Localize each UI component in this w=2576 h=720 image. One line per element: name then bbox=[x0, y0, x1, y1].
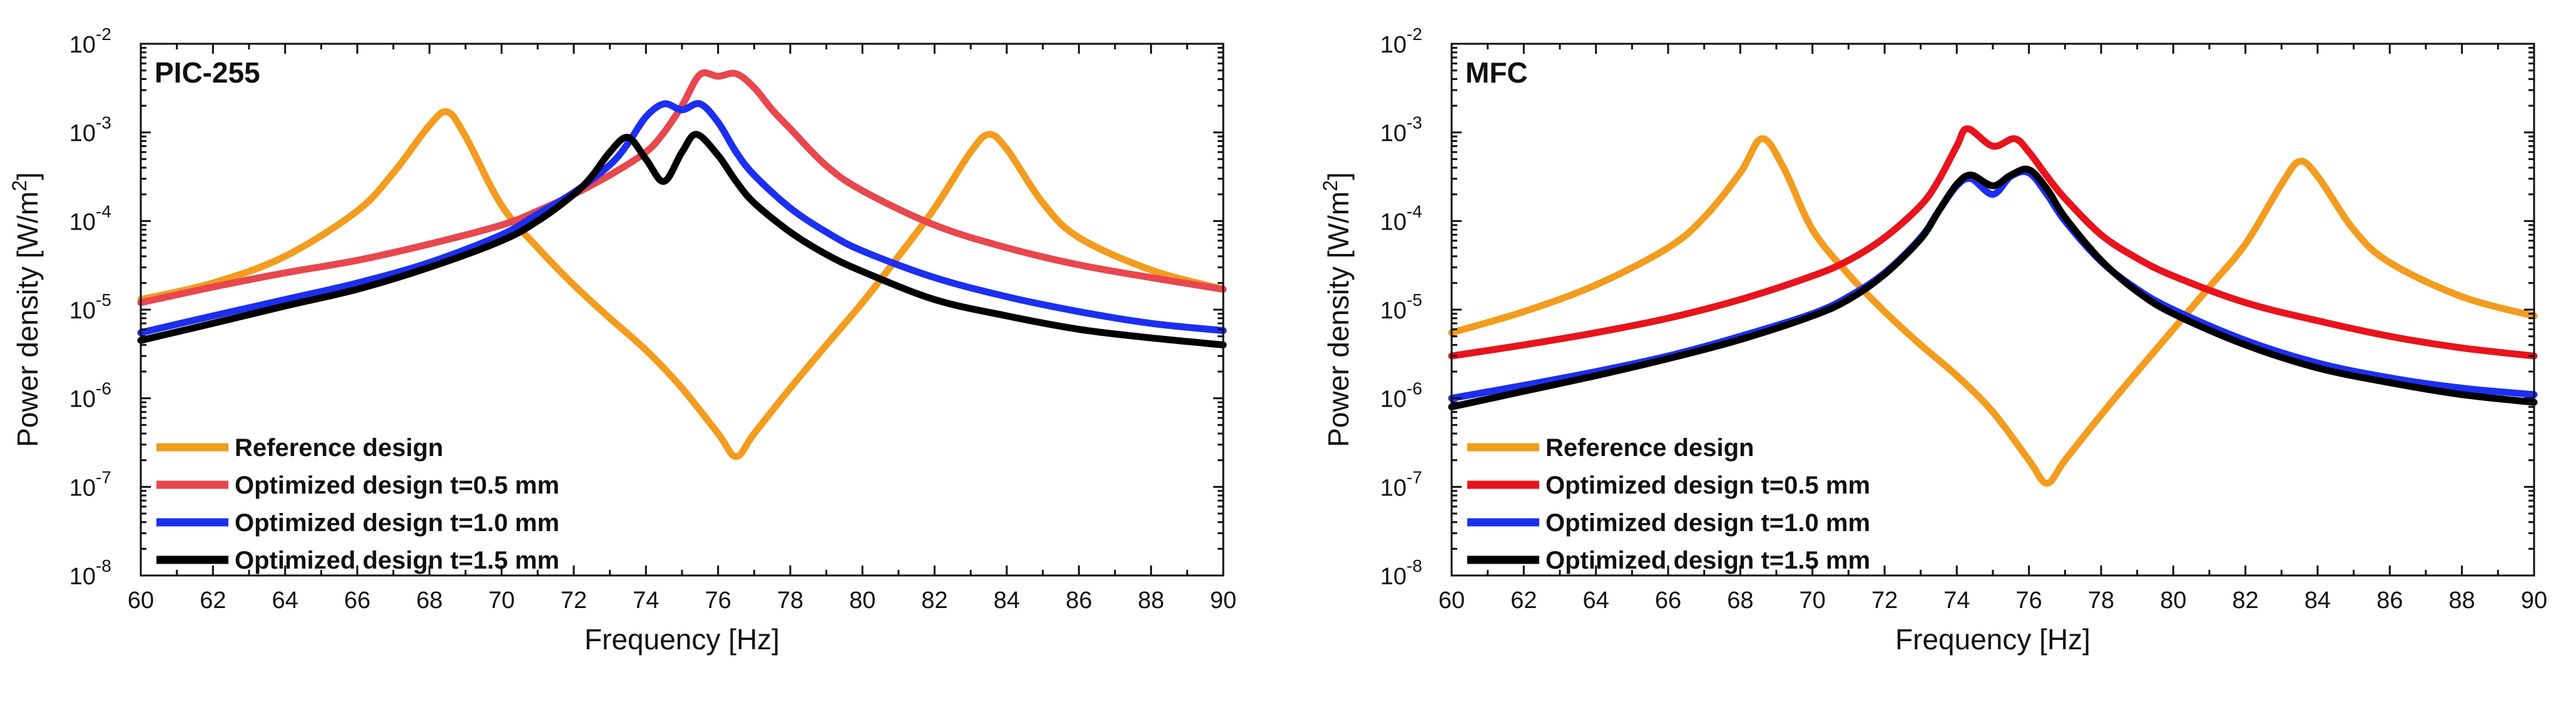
mfc-x-tick-label: 62 bbox=[1510, 587, 1537, 614]
mfc-x-tick-label: 70 bbox=[1800, 587, 1826, 614]
pic255-series-2-line bbox=[137, 100, 1227, 337]
mfc-legend: Reference design Optimized design t=0.5 m… bbox=[1467, 434, 1870, 574]
mfc-x-tick-label: 76 bbox=[2016, 587, 2042, 614]
pic255-x-tick-label: 68 bbox=[416, 587, 442, 614]
mfc-y-tick-label: 10 bbox=[1380, 121, 1407, 147]
mfc-y-axis-label: Power density [W/m2] bbox=[1319, 172, 1355, 447]
mfc-x-tick-label: 88 bbox=[2449, 587, 2475, 614]
pic255-x-tick-label: 80 bbox=[849, 587, 875, 614]
pic255-x-tick-label: 84 bbox=[994, 587, 1020, 614]
mfc-y-tick-label: 10 bbox=[1380, 475, 1407, 501]
mfc-y-tick-label: 10 bbox=[1380, 564, 1407, 590]
pic255-x-tick-label: 72 bbox=[561, 587, 587, 614]
mfc-x-tick-label: 78 bbox=[2088, 587, 2114, 614]
mfc-legend-label-0: Reference design bbox=[1545, 434, 1754, 462]
mfc-x-tick-label: 82 bbox=[2232, 587, 2259, 614]
mfc-legend-label-2: Optimized design t=1.0 mm bbox=[1545, 509, 1870, 537]
mfc-x-tick-label: 68 bbox=[1727, 587, 1753, 614]
pic255-y-tick-exponent: -8 bbox=[96, 556, 111, 575]
mfc-panel: 60 62 64 66 68 70 72 74 76 78 80 82 84 86 88 9010-810-7… bbox=[1319, 24, 2547, 656]
pic255-y-tick-label: 10 bbox=[69, 298, 96, 324]
mfc-y-tick-label: 10 bbox=[1380, 387, 1407, 413]
pic255-series-1-line bbox=[137, 69, 1227, 307]
mfc-x-axis-label: Frequency [Hz] bbox=[1895, 623, 2090, 656]
pic255-y-tick-exponent: -7 bbox=[96, 467, 111, 487]
mfc-y-tick-exponent: -4 bbox=[1407, 201, 1422, 221]
pic255-x-tick-label: 64 bbox=[272, 587, 298, 614]
mfc-y-tick-exponent: -8 bbox=[1407, 556, 1422, 575]
pic255-y-tick-exponent: -4 bbox=[96, 201, 111, 221]
mfc-panel-title: MFC bbox=[1465, 56, 1528, 89]
pic255-x-tick-label: 78 bbox=[777, 587, 803, 614]
mfc-y-tick-exponent: -7 bbox=[1407, 467, 1422, 487]
mfc-y-tick-label: 10 bbox=[1380, 32, 1407, 58]
pic255-legend-label-3: Optimized design t=1.5 mm bbox=[235, 547, 559, 574]
pic255-y-tick-label: 10 bbox=[69, 121, 96, 147]
pic255-x-axis-label: Frequency [Hz] bbox=[584, 623, 780, 656]
mfc-x-tick-label: 64 bbox=[1583, 587, 1609, 614]
mfc-y-tick-exponent: -3 bbox=[1407, 113, 1422, 133]
mfc-y-tick-exponent: -5 bbox=[1407, 290, 1422, 310]
pic255-y-tick-exponent: -6 bbox=[96, 379, 111, 398]
pic255-y-tick-label: 10 bbox=[69, 564, 96, 590]
pic255-legend-label-1: Optimized design t=0.5 mm bbox=[235, 472, 559, 499]
mfc-y-tick-exponent: -2 bbox=[1407, 24, 1422, 44]
pic255-y-tick-label: 10 bbox=[69, 209, 96, 235]
pic255-x-tick-label: 62 bbox=[200, 587, 226, 614]
mfc-x-tick-label: 90 bbox=[2521, 587, 2547, 614]
pic255-x-tick-label: 82 bbox=[922, 587, 948, 614]
pic255-legend: Reference design Optimized design t=0.5 m… bbox=[156, 434, 559, 574]
pic255-panel: 60 62 64 66 68 70 72 74 76 78 80 82 84 86 88 9010-810-7… bbox=[8, 24, 1236, 656]
mfc-x-tick-label: 60 bbox=[1438, 587, 1465, 614]
mfc-x-tick-label: 86 bbox=[2376, 587, 2403, 614]
pic255-y-tick-label: 10 bbox=[69, 387, 96, 413]
mfc-y-tick-label: 10 bbox=[1380, 209, 1407, 235]
pic255-x-tick-label: 60 bbox=[128, 587, 154, 614]
pic255-x-tick-label: 70 bbox=[489, 587, 515, 614]
mfc-series-3-line bbox=[1448, 165, 2538, 410]
mfc-x-tick-label: 80 bbox=[2160, 587, 2186, 614]
mfc-x-tick-label: 84 bbox=[2304, 587, 2331, 614]
mfc-x-tick-label: 66 bbox=[1655, 587, 1681, 614]
pic255-y-axis-label: Power density [W/m2] bbox=[8, 172, 44, 447]
pic255-y-tick-exponent: -3 bbox=[96, 113, 111, 133]
pic255-x-tick-label: 66 bbox=[344, 587, 370, 614]
mfc-series-0-line bbox=[1448, 135, 2538, 487]
mfc-x-tick-label: 72 bbox=[1871, 587, 1898, 614]
mfc-legend-label-3: Optimized design t=1.5 mm bbox=[1545, 547, 1870, 574]
pic255-y-tick-label: 10 bbox=[69, 32, 96, 58]
mfc-series-1-line bbox=[1448, 125, 2538, 360]
pic255-x-tick-label: 86 bbox=[1066, 587, 1092, 614]
mfc-series-2-line bbox=[1448, 168, 2538, 402]
mfc-y-tick-exponent: -6 bbox=[1407, 379, 1422, 398]
pic255-legend-label-0: Reference design bbox=[235, 434, 443, 462]
pic255-x-tick-label: 74 bbox=[633, 587, 659, 614]
pic255-x-tick-label: 90 bbox=[1210, 587, 1236, 614]
pic255-y-tick-exponent: -2 bbox=[96, 24, 111, 44]
mfc-y-tick-label: 10 bbox=[1380, 298, 1407, 324]
mfc-legend-label-1: Optimized design t=0.5 mm bbox=[1545, 472, 1870, 499]
pic255-series-0-line bbox=[137, 108, 1227, 460]
pic255-panel-title: PIC-255 bbox=[155, 56, 260, 89]
pic255-x-tick-label: 88 bbox=[1138, 587, 1164, 614]
pic255-y-tick-label: 10 bbox=[69, 475, 96, 501]
mfc-x-tick-label: 74 bbox=[1943, 587, 1970, 614]
pic255-legend-label-2: Optimized design t=1.0 mm bbox=[235, 509, 559, 537]
pic255-series-3-line bbox=[137, 131, 1227, 348]
pic255-x-tick-label: 76 bbox=[705, 587, 731, 614]
pic255-y-tick-exponent: -5 bbox=[96, 290, 111, 310]
